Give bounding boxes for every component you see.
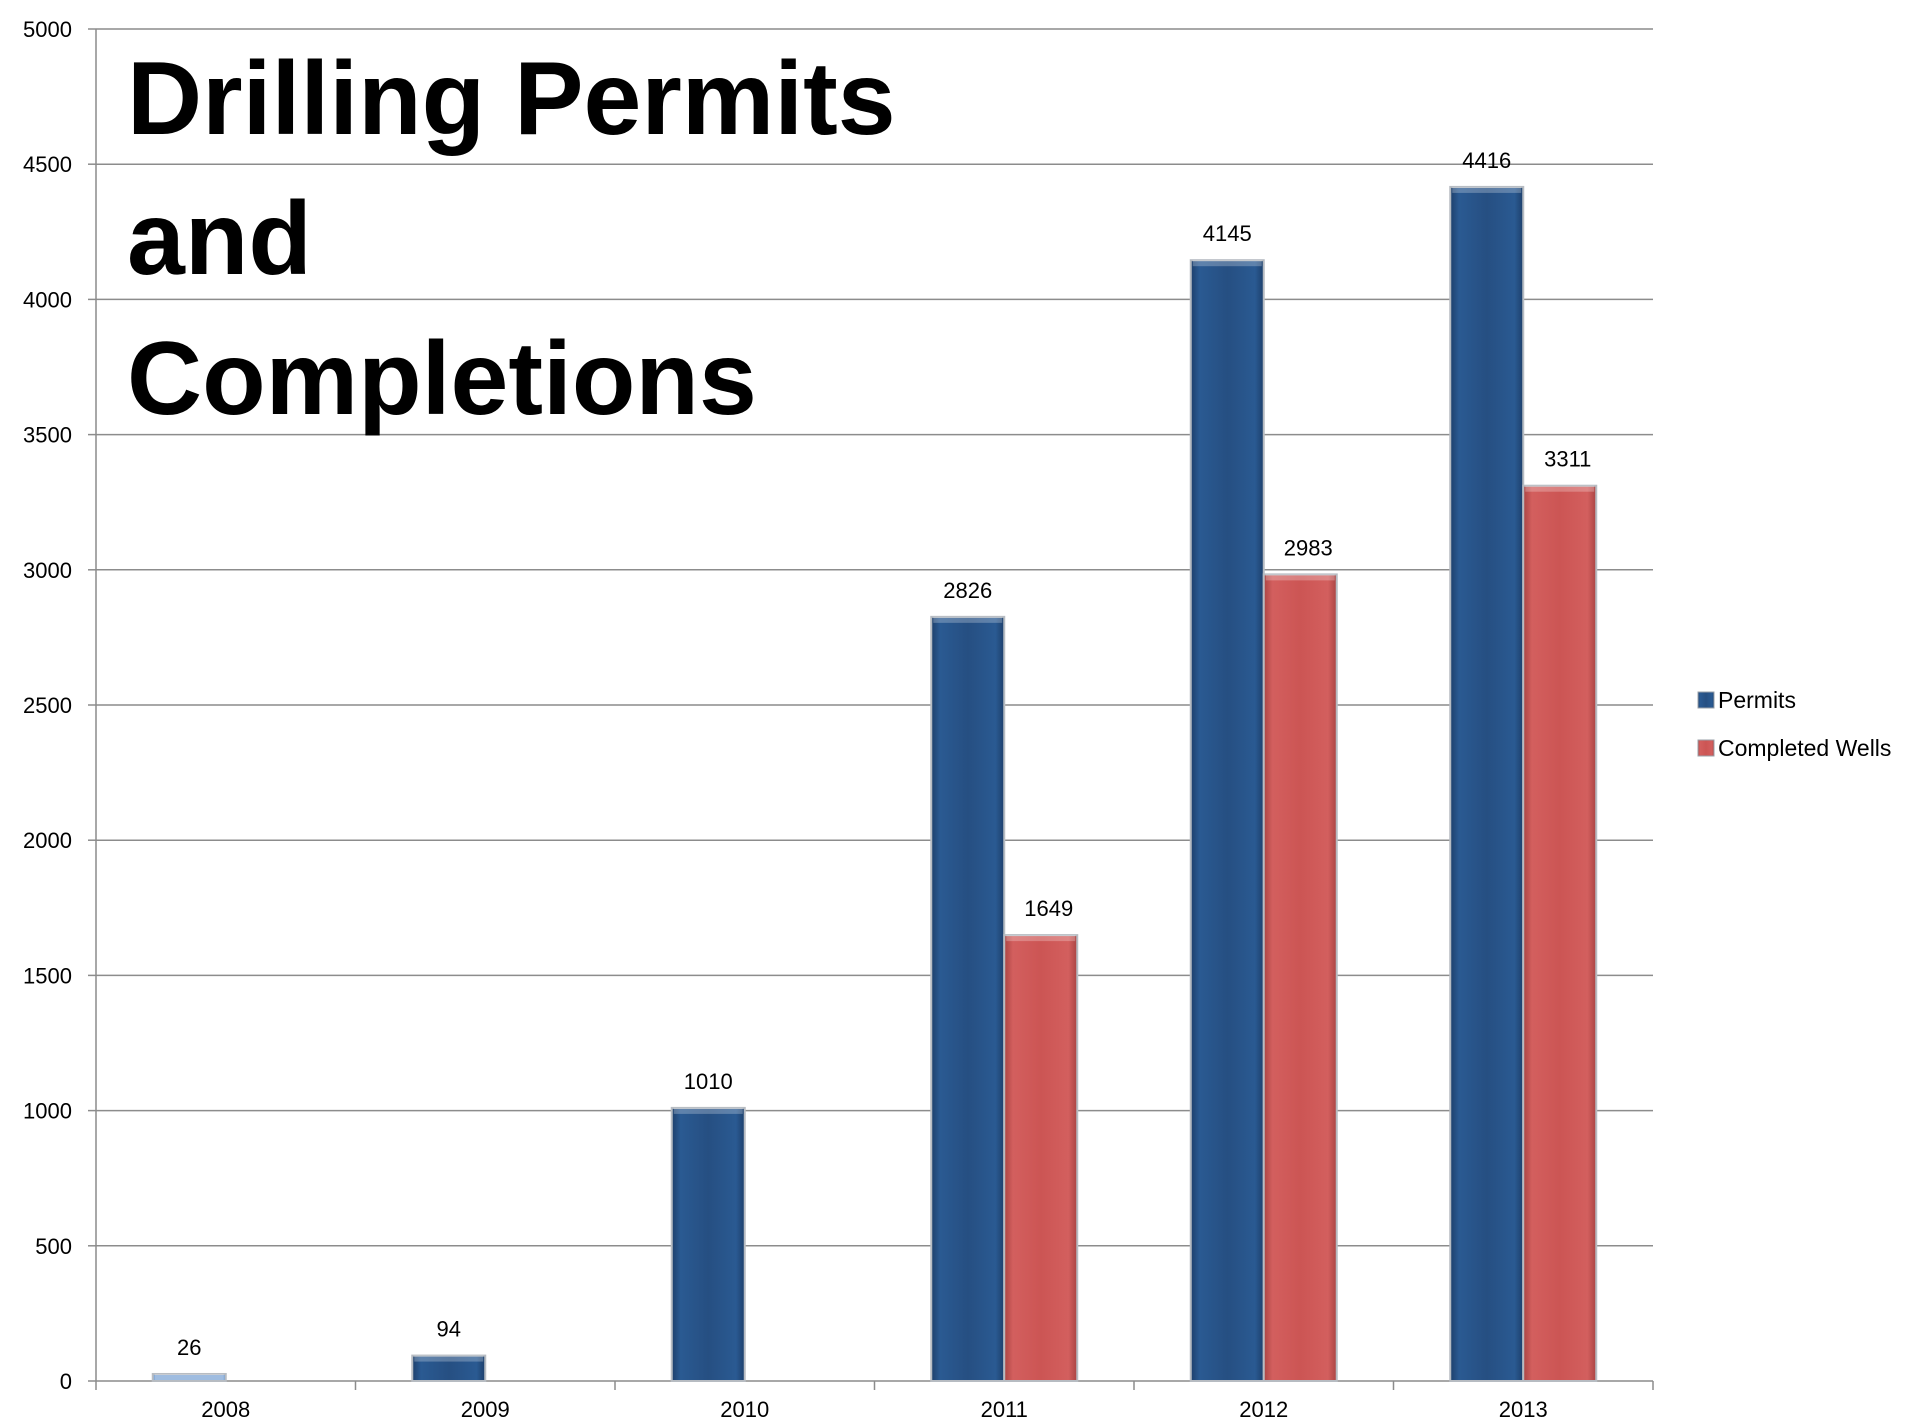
- bar-highlight-permits-2008: [154, 1373, 224, 1380]
- bar-highlight-completed-wells-2011: [1006, 935, 1076, 942]
- x-tick-label: 2008: [201, 1397, 250, 1421]
- data-label-permits-2009: 94: [437, 1317, 461, 1342]
- title-line-3: Completions: [127, 321, 757, 437]
- data-label-permits-2010: 1010: [684, 1069, 733, 1094]
- y-tick-label: 3500: [23, 423, 72, 448]
- data-label-completed-wells-2012: 2983: [1284, 535, 1333, 560]
- bar-highlight-completed-wells-2012: [1265, 574, 1335, 581]
- bar-permits-2011: [930, 615, 1006, 1382]
- x-tick-label: 2009: [461, 1397, 510, 1421]
- x-tick-label: 2010: [720, 1397, 769, 1421]
- bar-permits-2013: [1449, 185, 1525, 1383]
- x-tick-label: 2011: [981, 1397, 1028, 1421]
- y-tick-label: 2000: [23, 828, 72, 853]
- bar-permits-2012: [1189, 259, 1265, 1382]
- bar-permits-2008: [151, 1372, 227, 1383]
- data-label-permits-2011: 2826: [943, 578, 992, 603]
- data-label-permits-2012: 4145: [1203, 221, 1252, 246]
- legend-label-permits: Permits: [1718, 687, 1796, 713]
- y-tick-label: 1500: [23, 963, 72, 988]
- y-tick-label: 0: [60, 1369, 72, 1394]
- y-tick-label: 5000: [23, 17, 72, 42]
- axes: 0 500 1000 1500 2000 2500 3000 3500 4000 4500 5000…: [23, 17, 1654, 1421]
- bar-highlight-permits-2011: [933, 616, 1003, 623]
- y-tick-label: 2500: [23, 693, 72, 718]
- data-label-completed-wells-2011: 1649: [1024, 896, 1073, 921]
- bar-highlight-permits-2012: [1192, 260, 1262, 267]
- legend-swatch-completed-wells: [1697, 739, 1715, 757]
- bar-highlight-permits-2010: [673, 1107, 743, 1114]
- y-tick-label: 3000: [23, 558, 72, 583]
- data-label-completed-wells-2013: 3311: [1544, 447, 1591, 472]
- y-tick-label: 4500: [23, 152, 72, 177]
- bar-completed-wells-2013: [1522, 484, 1598, 1382]
- x-tick-label: 2012: [1239, 1397, 1288, 1421]
- legend-item-permits: Permits: [1697, 687, 1796, 713]
- y-tick-label: 4000: [23, 287, 72, 312]
- y-tick-label: 1000: [23, 1099, 72, 1124]
- y-tick-label: 500: [35, 1234, 72, 1259]
- data-labels: 26 94 1010 2826 1649 4145 2983 4416 3311: [177, 148, 1591, 1360]
- legend-item-completed-wells: Completed Wells: [1697, 735, 1891, 761]
- bars: [151, 185, 1598, 1383]
- legend: Permits Completed Wells: [1697, 687, 1891, 761]
- legend-swatch-permits: [1697, 691, 1715, 709]
- gridlines: [96, 28, 1653, 1247]
- bar-completed-wells-2011: [1003, 934, 1079, 1382]
- data-label-permits-2008: 26: [177, 1335, 201, 1360]
- legend-label-completed-wells: Completed Wells: [1718, 735, 1891, 761]
- bar-highlight-permits-2013: [1452, 186, 1522, 193]
- bar-permits-2010: [670, 1106, 746, 1382]
- x-tick-label: 2013: [1499, 1397, 1548, 1421]
- data-label-permits-2013: 4416: [1462, 148, 1511, 173]
- bar-highlight-completed-wells-2013: [1525, 485, 1595, 492]
- title-line-2: and: [127, 181, 312, 297]
- bar-completed-wells-2012: [1262, 573, 1338, 1382]
- bar-permits-2009: [411, 1354, 487, 1382]
- title-line-1: Drilling Permits: [127, 41, 896, 157]
- bar-highlight-permits-2009: [414, 1355, 484, 1362]
- chart-title: Drilling Permits and Completions: [127, 41, 896, 437]
